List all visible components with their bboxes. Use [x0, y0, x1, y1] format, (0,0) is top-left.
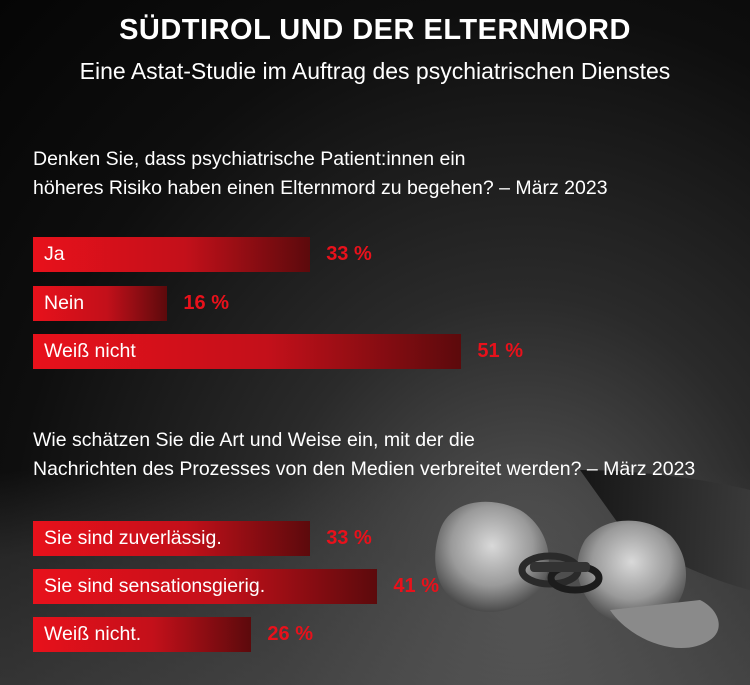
bar-value-label: 16 %	[183, 292, 229, 314]
question-2: Wie schätzen Sie die Art und Weise ein, …	[33, 426, 695, 484]
bar-2-2: Sie sind sensationsgierig.	[33, 569, 378, 604]
question-2-line-2: Nachrichten des Prozesses von den Medien…	[33, 458, 696, 480]
bar-label: Sie sind sensationsgierig.	[44, 575, 266, 597]
bar-value-label: 33 %	[326, 243, 372, 265]
bar-label: Ja	[44, 243, 65, 265]
bar-value-label: 51 %	[477, 340, 523, 362]
bar-label: Weiß nicht	[44, 340, 136, 362]
question-1-line-2: höheres Risiko haben einen Elternmord zu…	[33, 177, 608, 199]
bar-label: Sie sind zuverlässig.	[44, 527, 222, 549]
bar-2-3: Weiß nicht.	[33, 617, 252, 652]
main-title: SÜDTIROL UND DER ELTERNMORD	[119, 14, 631, 46]
bar-label: Weiß nicht.	[44, 623, 142, 645]
question-2-line-1: Wie schätzen Sie die Art und Weise ein, …	[33, 429, 475, 451]
bar-value-label: 26 %	[267, 623, 313, 645]
subtitle: Eine Astat-Studie im Auftrag des psychia…	[79, 58, 671, 84]
bar-1-2: Nein	[33, 286, 168, 321]
bar-2-1: Sie sind zuverlässig.	[33, 521, 311, 556]
bar-1-3: Weiß nicht	[33, 334, 462, 369]
handcuffed-hands-image	[435, 470, 750, 649]
bar-1-1: Ja	[33, 237, 311, 272]
question-1-line-1: Denken Sie, dass psychiatrische Patient:…	[33, 148, 466, 170]
bar-value-label: 33 %	[326, 527, 372, 549]
bar-label: Nein	[44, 292, 85, 314]
question-1: Denken Sie, dass psychiatrische Patient:…	[33, 145, 608, 203]
bar-value-label: 41 %	[393, 575, 439, 597]
